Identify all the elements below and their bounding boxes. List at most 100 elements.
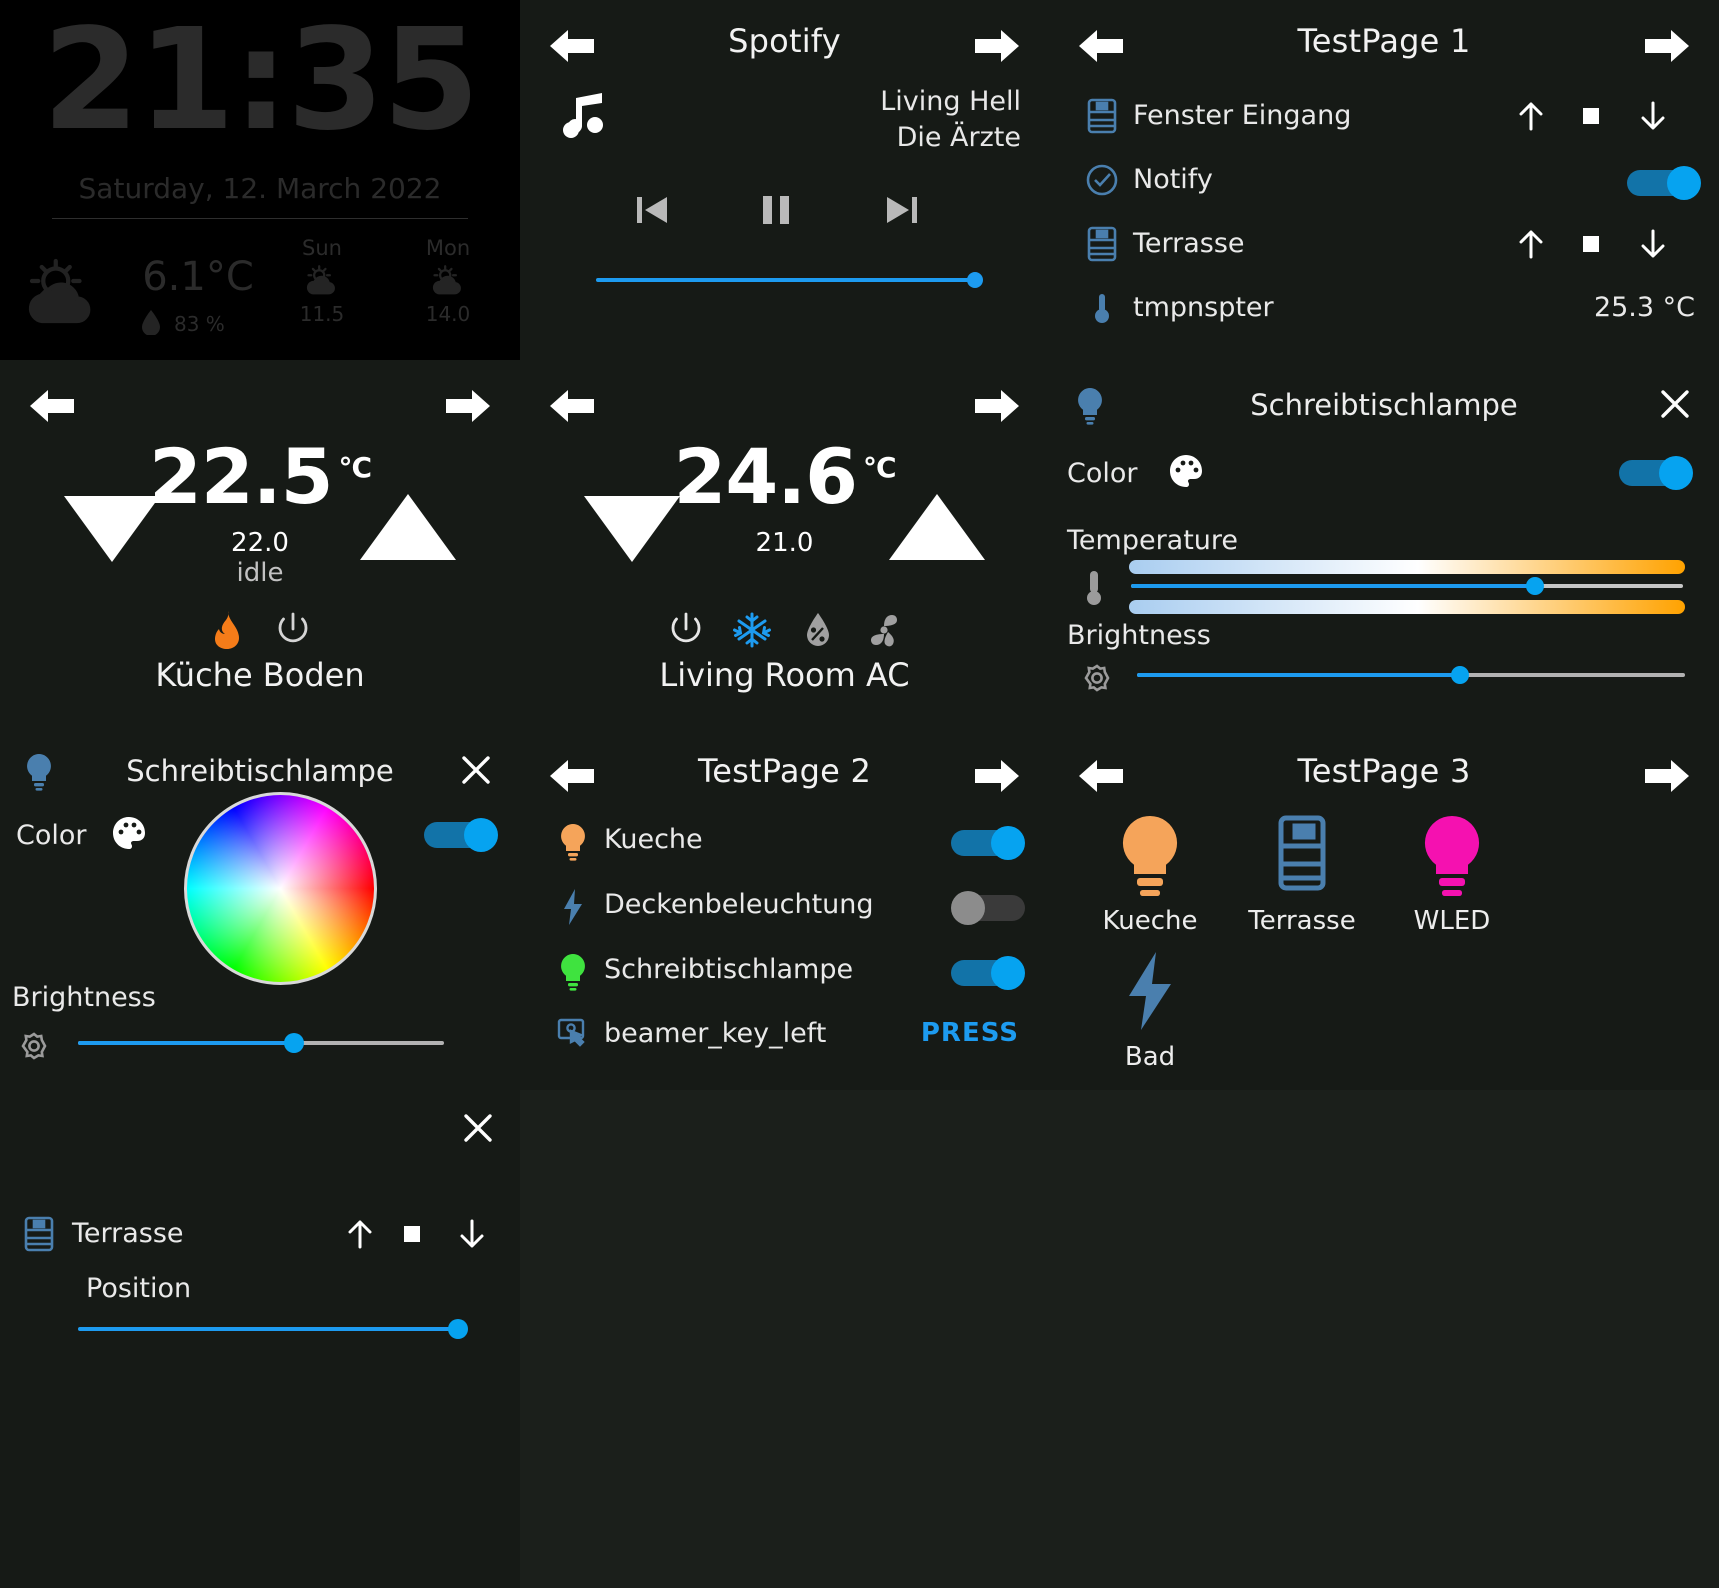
flame-icon[interactable] (208, 610, 246, 650)
slider-knob[interactable] (1451, 666, 1470, 684)
list-item[interactable]: beamer_key_left PRESS (520, 1002, 1049, 1066)
forecast-day-0: Sun 11.5 (262, 236, 382, 326)
dry-humidity-icon[interactable] (799, 610, 837, 650)
cover-detail-panel: Terrasse Position (0, 1090, 520, 1470)
pause-icon[interactable] (752, 186, 800, 234)
arrow-right-icon[interactable] (971, 754, 1023, 798)
arrow-left-icon[interactable] (546, 384, 598, 428)
light-detail-temperature-panel: Schreibtischlampe Color Temperature (1049, 360, 1719, 730)
close-icon[interactable] (460, 1110, 496, 1146)
list-item[interactable]: Deckenbeleuchtung (520, 873, 1049, 937)
list-item[interactable]: Notify (1049, 148, 1719, 212)
list-item-label: Fenster Eingang (1133, 100, 1352, 131)
slider-knob[interactable] (448, 1319, 468, 1339)
triangle-down-icon[interactable] (62, 492, 162, 564)
page-title: TestPage 3 (1297, 752, 1471, 790)
list-item[interactable]: Terrasse (1049, 212, 1719, 276)
stop-square-icon[interactable] (392, 1214, 432, 1254)
list-item-label: Deckenbeleuchtung (604, 889, 874, 920)
triangle-down-icon[interactable] (582, 492, 682, 564)
toggle-switch[interactable] (951, 956, 1025, 990)
grid-item-kueche[interactable]: Kueche (1075, 812, 1225, 936)
brightness-slider[interactable] (1081, 660, 1685, 692)
clock-panel: 21:35 Saturday, 12. March 2022 6.1°C 83 … (0, 0, 520, 360)
up-arrow-icon[interactable] (340, 1214, 380, 1254)
list-item-label: Terrasse (1133, 228, 1245, 259)
snowflake-icon[interactable] (732, 610, 771, 650)
spotify-artist: Die Ärzte (896, 122, 1021, 153)
lightbulb-icon (1073, 386, 1107, 426)
power-icon[interactable] (274, 610, 312, 650)
palette-icon[interactable] (110, 814, 148, 852)
lightbulb-icon (1413, 812, 1491, 898)
spotify-panel: Spotify Living Hell Die Ärzte (520, 0, 1049, 360)
arrow-right-icon[interactable] (1641, 24, 1693, 68)
grid-item-label: WLED (1413, 906, 1491, 936)
testpage2-header: TestPage 2 (520, 730, 1049, 822)
list-item[interactable]: Schreibtischlampe (520, 938, 1049, 1002)
arrow-left-icon[interactable] (1075, 754, 1127, 798)
clock-divider (52, 218, 468, 219)
stop-square-icon[interactable] (1571, 224, 1611, 264)
arrow-left-icon[interactable] (546, 24, 598, 68)
close-icon[interactable] (1657, 386, 1693, 422)
testpage1-header: TestPage 1 (1049, 0, 1719, 92)
position-slider[interactable] (78, 1318, 468, 1340)
triangle-up-icon[interactable] (887, 492, 987, 564)
forecast-day-label: Sun (302, 236, 342, 260)
light-detail-header: Schreibtischlampe (1049, 382, 1719, 432)
triangle-up-icon[interactable] (358, 492, 458, 564)
press-button[interactable]: PRESS (920, 1018, 1019, 1048)
brightness-gear-icon (1081, 662, 1113, 694)
grid-item-bad[interactable]: Bad (1075, 948, 1225, 1072)
stop-square-icon[interactable] (1571, 96, 1611, 136)
list-item[interactable]: Kueche (520, 808, 1049, 872)
slider-knob[interactable] (1526, 577, 1545, 595)
page-title: Spotify (728, 22, 841, 60)
brightness-slider[interactable] (18, 1028, 444, 1060)
toggle-knob (991, 826, 1025, 860)
down-arrow-icon[interactable] (1633, 96, 1673, 136)
thermostat-name: Living Room AC (659, 656, 910, 694)
gradient-band-top (1129, 560, 1685, 574)
palette-icon[interactable] (1167, 452, 1205, 490)
power-icon[interactable] (667, 610, 705, 650)
toggle-switch[interactable] (1619, 456, 1693, 490)
list-item[interactable]: tmpnspter 25.3 °C (1049, 276, 1719, 340)
arrow-right-icon[interactable] (442, 384, 494, 428)
color-wheel[interactable] (184, 792, 377, 985)
spotify-progress-slider[interactable] (596, 272, 983, 288)
color-temperature-slider[interactable] (1081, 560, 1685, 614)
temperature-label: Temperature (1067, 525, 1239, 556)
down-arrow-icon[interactable] (452, 1214, 492, 1254)
slider-knob[interactable] (283, 1033, 304, 1053)
skip-previous-icon[interactable] (628, 186, 676, 234)
music-note-icon (562, 92, 608, 140)
toggle-knob (464, 818, 498, 852)
toggle-switch[interactable] (1627, 166, 1701, 200)
progress-knob[interactable] (967, 272, 983, 288)
toggle-switch[interactable] (951, 826, 1025, 860)
grid-item-wled[interactable]: WLED (1377, 812, 1527, 936)
lightning-bolt-icon (556, 887, 590, 925)
grid-item-terrasse[interactable]: Terrasse (1227, 812, 1377, 936)
arrow-right-icon[interactable] (971, 24, 1023, 68)
arrow-left-icon[interactable] (1075, 24, 1127, 68)
arrow-left-icon[interactable] (26, 384, 78, 428)
close-icon[interactable] (458, 752, 494, 788)
up-arrow-icon[interactable] (1511, 224, 1551, 264)
toggle-switch[interactable] (424, 818, 498, 852)
skip-next-icon[interactable] (878, 186, 926, 234)
toggle-switch[interactable] (951, 891, 1025, 925)
forecast-temp: 11.5 (299, 302, 345, 326)
cover-row[interactable]: Terrasse (0, 1202, 520, 1266)
arrow-right-icon[interactable] (1641, 754, 1693, 798)
light-color-row: Color (0, 812, 520, 858)
fan-icon[interactable] (865, 610, 903, 650)
arrow-right-icon[interactable] (971, 384, 1023, 428)
lightbulb-icon (556, 952, 590, 991)
list-item[interactable]: Fenster Eingang (1049, 84, 1719, 148)
up-arrow-icon[interactable] (1511, 96, 1551, 136)
down-arrow-icon[interactable] (1633, 224, 1673, 264)
arrow-left-icon[interactable] (546, 754, 598, 798)
